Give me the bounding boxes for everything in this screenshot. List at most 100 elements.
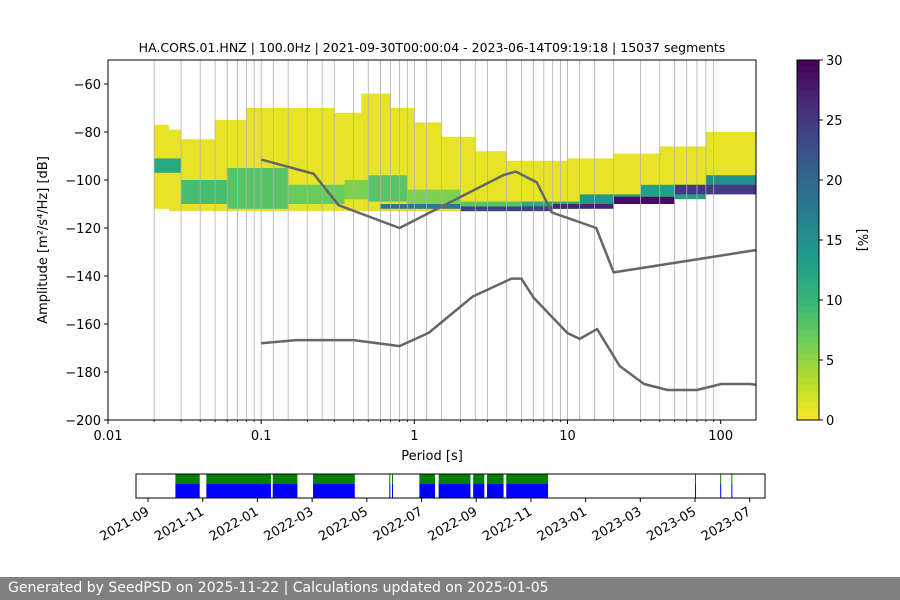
noise-model-low-line xyxy=(261,277,756,392)
x-tick-label: 0.01 xyxy=(94,429,123,444)
colorbar-segment xyxy=(797,210,819,217)
colorbar-segment xyxy=(797,162,819,169)
timeline-tick-label: 2023-03 xyxy=(590,504,645,544)
timeline-tick-label: 2021-11 xyxy=(152,504,207,544)
colorbar-segment xyxy=(797,336,819,343)
colorbar-segment xyxy=(797,408,819,415)
heatmap-cell xyxy=(181,180,228,204)
heatmap-cell xyxy=(368,175,408,202)
colorbar-segment xyxy=(797,354,819,361)
heatmap-cell xyxy=(506,160,534,209)
colorbar-segment xyxy=(797,192,819,199)
y-tick-label: −60 xyxy=(74,78,101,93)
colorbar-segment xyxy=(797,60,819,67)
heatmap-cell xyxy=(154,158,182,173)
colorbar-segment xyxy=(797,216,819,223)
footer-bar: Generated by SeedPSD on 2025-11-22 | Cal… xyxy=(0,577,900,600)
colorbar-segment xyxy=(797,318,819,325)
timeline-bar-top xyxy=(438,474,471,484)
colorbar-segment xyxy=(797,126,819,133)
colorbar-segment xyxy=(797,414,819,421)
colorbar-segment xyxy=(797,186,819,193)
y-tick-label: −180 xyxy=(65,366,101,381)
colorbar-tick-label: 25 xyxy=(826,114,843,129)
timeline-bar-top xyxy=(272,474,298,484)
colorbar-segment xyxy=(797,138,819,145)
colorbar-segment xyxy=(797,66,819,73)
colorbar-segment xyxy=(797,390,819,397)
timeline-tick-label: 2023-01 xyxy=(535,504,590,544)
colorbar-tick-label: 0 xyxy=(826,414,834,429)
colorbar-segment xyxy=(797,180,819,187)
heatmap-cell xyxy=(380,204,461,209)
colorbar-segment xyxy=(797,396,819,403)
timeline-bar-top xyxy=(206,474,271,484)
colorbar-segment xyxy=(797,312,819,319)
timeline-bar-bottom xyxy=(473,484,485,498)
colorbar-segment xyxy=(797,96,819,103)
timeline-bar-bottom xyxy=(438,484,471,498)
colorbar-segment xyxy=(797,108,819,115)
colorbar-tick-label: 15 xyxy=(826,234,843,249)
colorbar-segment xyxy=(797,72,819,79)
heatmap-cell xyxy=(579,194,641,204)
timeline-bar-top xyxy=(419,474,436,484)
timeline-tick-label: 2022-07 xyxy=(371,504,426,544)
timeline-bar-top xyxy=(392,474,394,484)
colorbar-segment xyxy=(797,294,819,301)
colorbar-segment xyxy=(797,330,819,337)
colorbar-segment xyxy=(797,264,819,271)
plot-frame xyxy=(107,59,757,421)
colorbar-tick-label: 30 xyxy=(826,54,843,69)
colorbar-segment xyxy=(797,300,819,307)
colorbar-tick-label: 10 xyxy=(826,294,843,309)
timeline-bar-bottom xyxy=(389,484,391,498)
noise-model-high-line xyxy=(260,158,756,274)
psd-heatmap xyxy=(154,93,756,212)
timeline-bar-top xyxy=(487,474,504,484)
colorbar-segment xyxy=(797,114,819,121)
colorbar-segment xyxy=(797,288,819,295)
colorbar-segment xyxy=(797,378,819,385)
heatmap-cell xyxy=(521,201,580,209)
colorbar-segment xyxy=(797,258,819,265)
y-axis-label: Amplitude [m²/s⁴/Hz] [dB] xyxy=(36,156,51,324)
colorbar-segment xyxy=(797,306,819,313)
colorbar-segment xyxy=(797,228,819,235)
colorbar-segment xyxy=(797,102,819,109)
colorbar-segment xyxy=(797,222,819,229)
y-tick-label: −160 xyxy=(65,318,101,333)
colorbar-tick-label: 5 xyxy=(826,354,834,369)
colorbar-segment xyxy=(797,168,819,175)
timeline-tick-label: 2022-05 xyxy=(316,504,371,544)
timeline-bar-bottom xyxy=(175,484,200,498)
timeline-tick-label: 2023-05 xyxy=(644,504,699,544)
timeline-tick-label: 2022-09 xyxy=(426,504,481,544)
colorbar-segment xyxy=(797,246,819,253)
y-tick-label: −80 xyxy=(74,126,101,141)
timeline-bar-bottom xyxy=(272,484,298,498)
timeline-frame xyxy=(135,473,766,499)
y-tick-label: −100 xyxy=(65,174,101,189)
timeline-tick-label: 2021-09 xyxy=(98,504,153,544)
colorbar-segment xyxy=(797,90,819,97)
heatmap-cell xyxy=(407,189,461,207)
heatmap-cell xyxy=(460,201,522,209)
colorbar-segment xyxy=(797,372,819,379)
timeline-bar-top xyxy=(389,474,391,484)
heatmap-cell xyxy=(613,196,675,204)
heatmap-cell xyxy=(344,180,369,200)
colorbar-segment xyxy=(797,282,819,289)
heatmap-cell xyxy=(552,204,614,209)
colorbar-segment xyxy=(797,252,819,259)
colorbar-tick-label: 20 xyxy=(826,174,843,189)
timeline-bar-bottom xyxy=(419,484,436,498)
timeline-bar-top xyxy=(313,474,355,484)
timeline-bar-bottom xyxy=(313,484,355,498)
timeline-bar-top xyxy=(506,474,549,484)
heatmap-cell xyxy=(674,184,756,195)
colorbar-segment xyxy=(797,234,819,241)
timeline-tick-label: 2022-03 xyxy=(262,504,317,544)
timeline-bar-top xyxy=(175,474,200,484)
